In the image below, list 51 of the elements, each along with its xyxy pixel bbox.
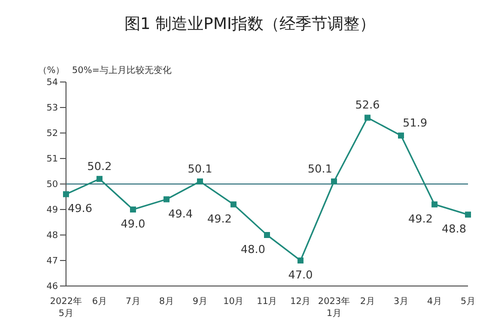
x-tick-label: 6月	[92, 297, 107, 307]
x-tick-label: 2022年 5月	[50, 296, 82, 319]
point	[164, 196, 170, 202]
point	[264, 232, 270, 238]
y-axis-title: （%）	[38, 65, 65, 77]
y-tick-label: 47	[46, 256, 58, 267]
y-tick-label: 51	[46, 154, 58, 165]
data-label: 49.2	[408, 212, 433, 226]
point	[364, 114, 370, 121]
point	[63, 191, 69, 198]
x-tick-label: 11月	[256, 297, 278, 307]
x-tick-label: 8月	[159, 297, 174, 307]
x-tick-label: 9月	[192, 297, 208, 307]
y-tick-label: 54	[46, 78, 58, 88]
data-label: 49.6	[68, 202, 92, 216]
data-label: 50.2	[87, 160, 112, 173]
data-label: 49.0	[120, 218, 146, 230]
text: 50%=与上月比较无变化	[72, 64, 172, 77]
x-tick-label: 2月	[360, 297, 375, 307]
chart-title: 图1 制造业PMI指数（经季节调整）	[123, 14, 377, 35]
data-label: 51.9	[402, 116, 428, 130]
point	[130, 206, 136, 212]
point	[197, 178, 203, 184]
data-label: 47.0	[288, 268, 313, 282]
point	[298, 258, 304, 264]
data-label: 52.6	[355, 98, 380, 112]
data-label: 50.1	[188, 162, 212, 176]
x-tick-label: 3月	[394, 297, 408, 307]
data-label: 48.0	[240, 243, 266, 256]
x-tick-label: 12月	[290, 297, 311, 307]
data-label: 49.4	[168, 207, 193, 220]
point	[230, 201, 236, 208]
y-tick-label: 52	[46, 129, 58, 140]
data-label: 48.8	[442, 222, 466, 236]
point	[432, 201, 438, 208]
y-tick-label: 48	[46, 231, 58, 242]
x-tick-label: 4月	[427, 297, 442, 307]
y-tick-label: 46	[46, 282, 58, 292]
data-label: 49.2	[207, 212, 232, 226]
x-tick-label: 7月	[126, 297, 140, 307]
x-tick-label: 10月	[223, 297, 244, 307]
x-tick-label: 2023年 1月	[318, 296, 350, 319]
point	[96, 176, 102, 182]
y-tick-label: 50	[46, 180, 58, 190]
y-tick-label: 49	[46, 206, 58, 216]
point	[331, 178, 337, 184]
y-tick-label: 53	[46, 104, 58, 114]
data-label: 50.1	[308, 162, 332, 176]
point	[465, 212, 471, 218]
x-tick-label: 5月	[460, 297, 476, 307]
point	[398, 132, 404, 139]
